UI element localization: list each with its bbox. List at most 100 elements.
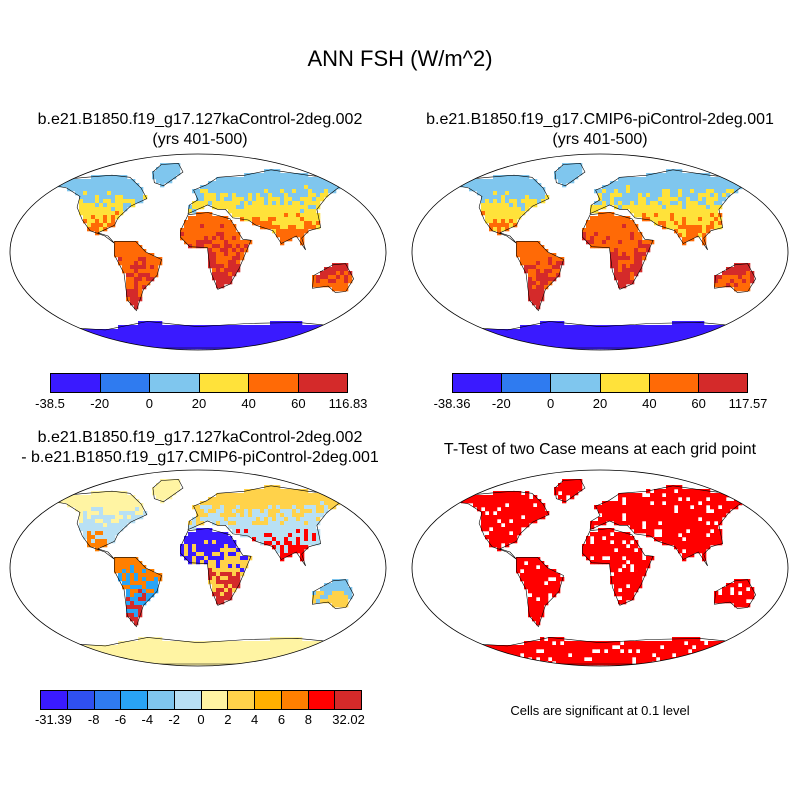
grid-cell [308, 189, 313, 194]
grid-cell [150, 341, 155, 346]
grid-cell [262, 649, 267, 654]
grid-cell [524, 573, 529, 578]
grid-cell [188, 560, 193, 565]
grid-cell [246, 325, 251, 330]
grid-cell [99, 535, 104, 540]
grid-cell [196, 556, 201, 561]
grid-cell [79, 191, 84, 196]
grid-cell [626, 256, 631, 261]
grid-cell [712, 333, 717, 338]
grid-cell [276, 549, 281, 554]
grid-cell [544, 285, 549, 290]
grid-cell [544, 337, 549, 342]
grid-cell [326, 641, 331, 646]
grid-cell [616, 345, 621, 350]
grid-cell [614, 552, 619, 557]
grid-cell [230, 657, 235, 662]
grid-cell [690, 213, 695, 218]
grid-cell [123, 191, 128, 196]
grid-cell [166, 641, 171, 646]
grid-cell [580, 641, 585, 646]
grid-cell [694, 173, 699, 178]
grid-cell [166, 329, 171, 334]
grid-cell [172, 491, 177, 496]
grid-cell [650, 513, 655, 518]
grid-cell [264, 497, 269, 502]
grid-cell [232, 236, 237, 241]
grid-cell [274, 653, 279, 658]
grid-cell [220, 517, 225, 522]
grid-cell [192, 205, 197, 210]
grid-cell [612, 341, 617, 346]
grid-cell [258, 333, 263, 338]
grid-cell [103, 539, 108, 544]
grid-cell [276, 189, 281, 194]
grid-cell [103, 511, 108, 516]
grid-cell [638, 517, 643, 522]
grid-cell [497, 511, 502, 516]
grid-cell [692, 333, 697, 338]
grid-cell [178, 653, 183, 658]
grid-cell [638, 201, 643, 206]
grid-cell [642, 197, 647, 202]
grid-cell [634, 193, 639, 198]
grid-cell [545, 195, 550, 200]
grid-cell [83, 507, 88, 512]
grid-cell [134, 249, 139, 254]
grid-cell [200, 236, 205, 241]
grid-cell [232, 525, 237, 530]
grid-cell [324, 583, 329, 588]
grid-cell [312, 529, 317, 534]
grid-cell [130, 561, 135, 566]
grid-cell [102, 645, 107, 650]
grid-cell [232, 584, 237, 589]
grid-cell [204, 240, 209, 245]
grid-cell [232, 576, 237, 581]
grid-cell [164, 487, 169, 492]
grid-cell [131, 503, 136, 508]
grid-cell [103, 519, 108, 524]
grid-cell [126, 241, 131, 246]
grid-cell [288, 197, 293, 202]
grid-cell [276, 537, 281, 542]
grid-cell [505, 491, 510, 496]
grid-cell [622, 568, 627, 573]
grid-cell [574, 167, 579, 172]
grid-cell [686, 189, 691, 194]
grid-cell [126, 265, 131, 270]
grid-cell [83, 187, 88, 192]
map-case2 [411, 153, 789, 351]
grid-cell [700, 329, 705, 334]
grid-cell [489, 535, 494, 540]
grid-cell [134, 645, 139, 650]
grid-cell [726, 587, 731, 592]
grid-cell [290, 645, 295, 650]
grid-cell [130, 605, 135, 610]
grid-cell [244, 177, 249, 182]
grid-cell [118, 241, 123, 246]
grid-cell [99, 199, 104, 204]
grid-cell [622, 521, 627, 526]
grid-cell [540, 257, 545, 262]
grid-cell [654, 525, 659, 530]
grid-cell [576, 329, 581, 334]
grid-cell [700, 325, 705, 330]
grid-cell [296, 505, 301, 510]
grid-cell [238, 333, 243, 338]
grid-cell [276, 233, 281, 238]
grid-cell [74, 329, 79, 334]
grid-cell [564, 333, 569, 338]
grid-cell [312, 189, 317, 194]
grid-cell [318, 333, 323, 338]
grid-cell [138, 577, 143, 582]
grid-cell [662, 497, 667, 502]
grid-cell [234, 337, 239, 342]
grid-cell [570, 491, 575, 496]
grid-cell [246, 329, 251, 334]
grid-cell [532, 245, 537, 250]
grid-cell [154, 345, 159, 350]
grid-cell [714, 537, 719, 542]
grid-cell [256, 521, 261, 526]
grid-cell [620, 345, 625, 350]
grid-cell [590, 236, 595, 241]
